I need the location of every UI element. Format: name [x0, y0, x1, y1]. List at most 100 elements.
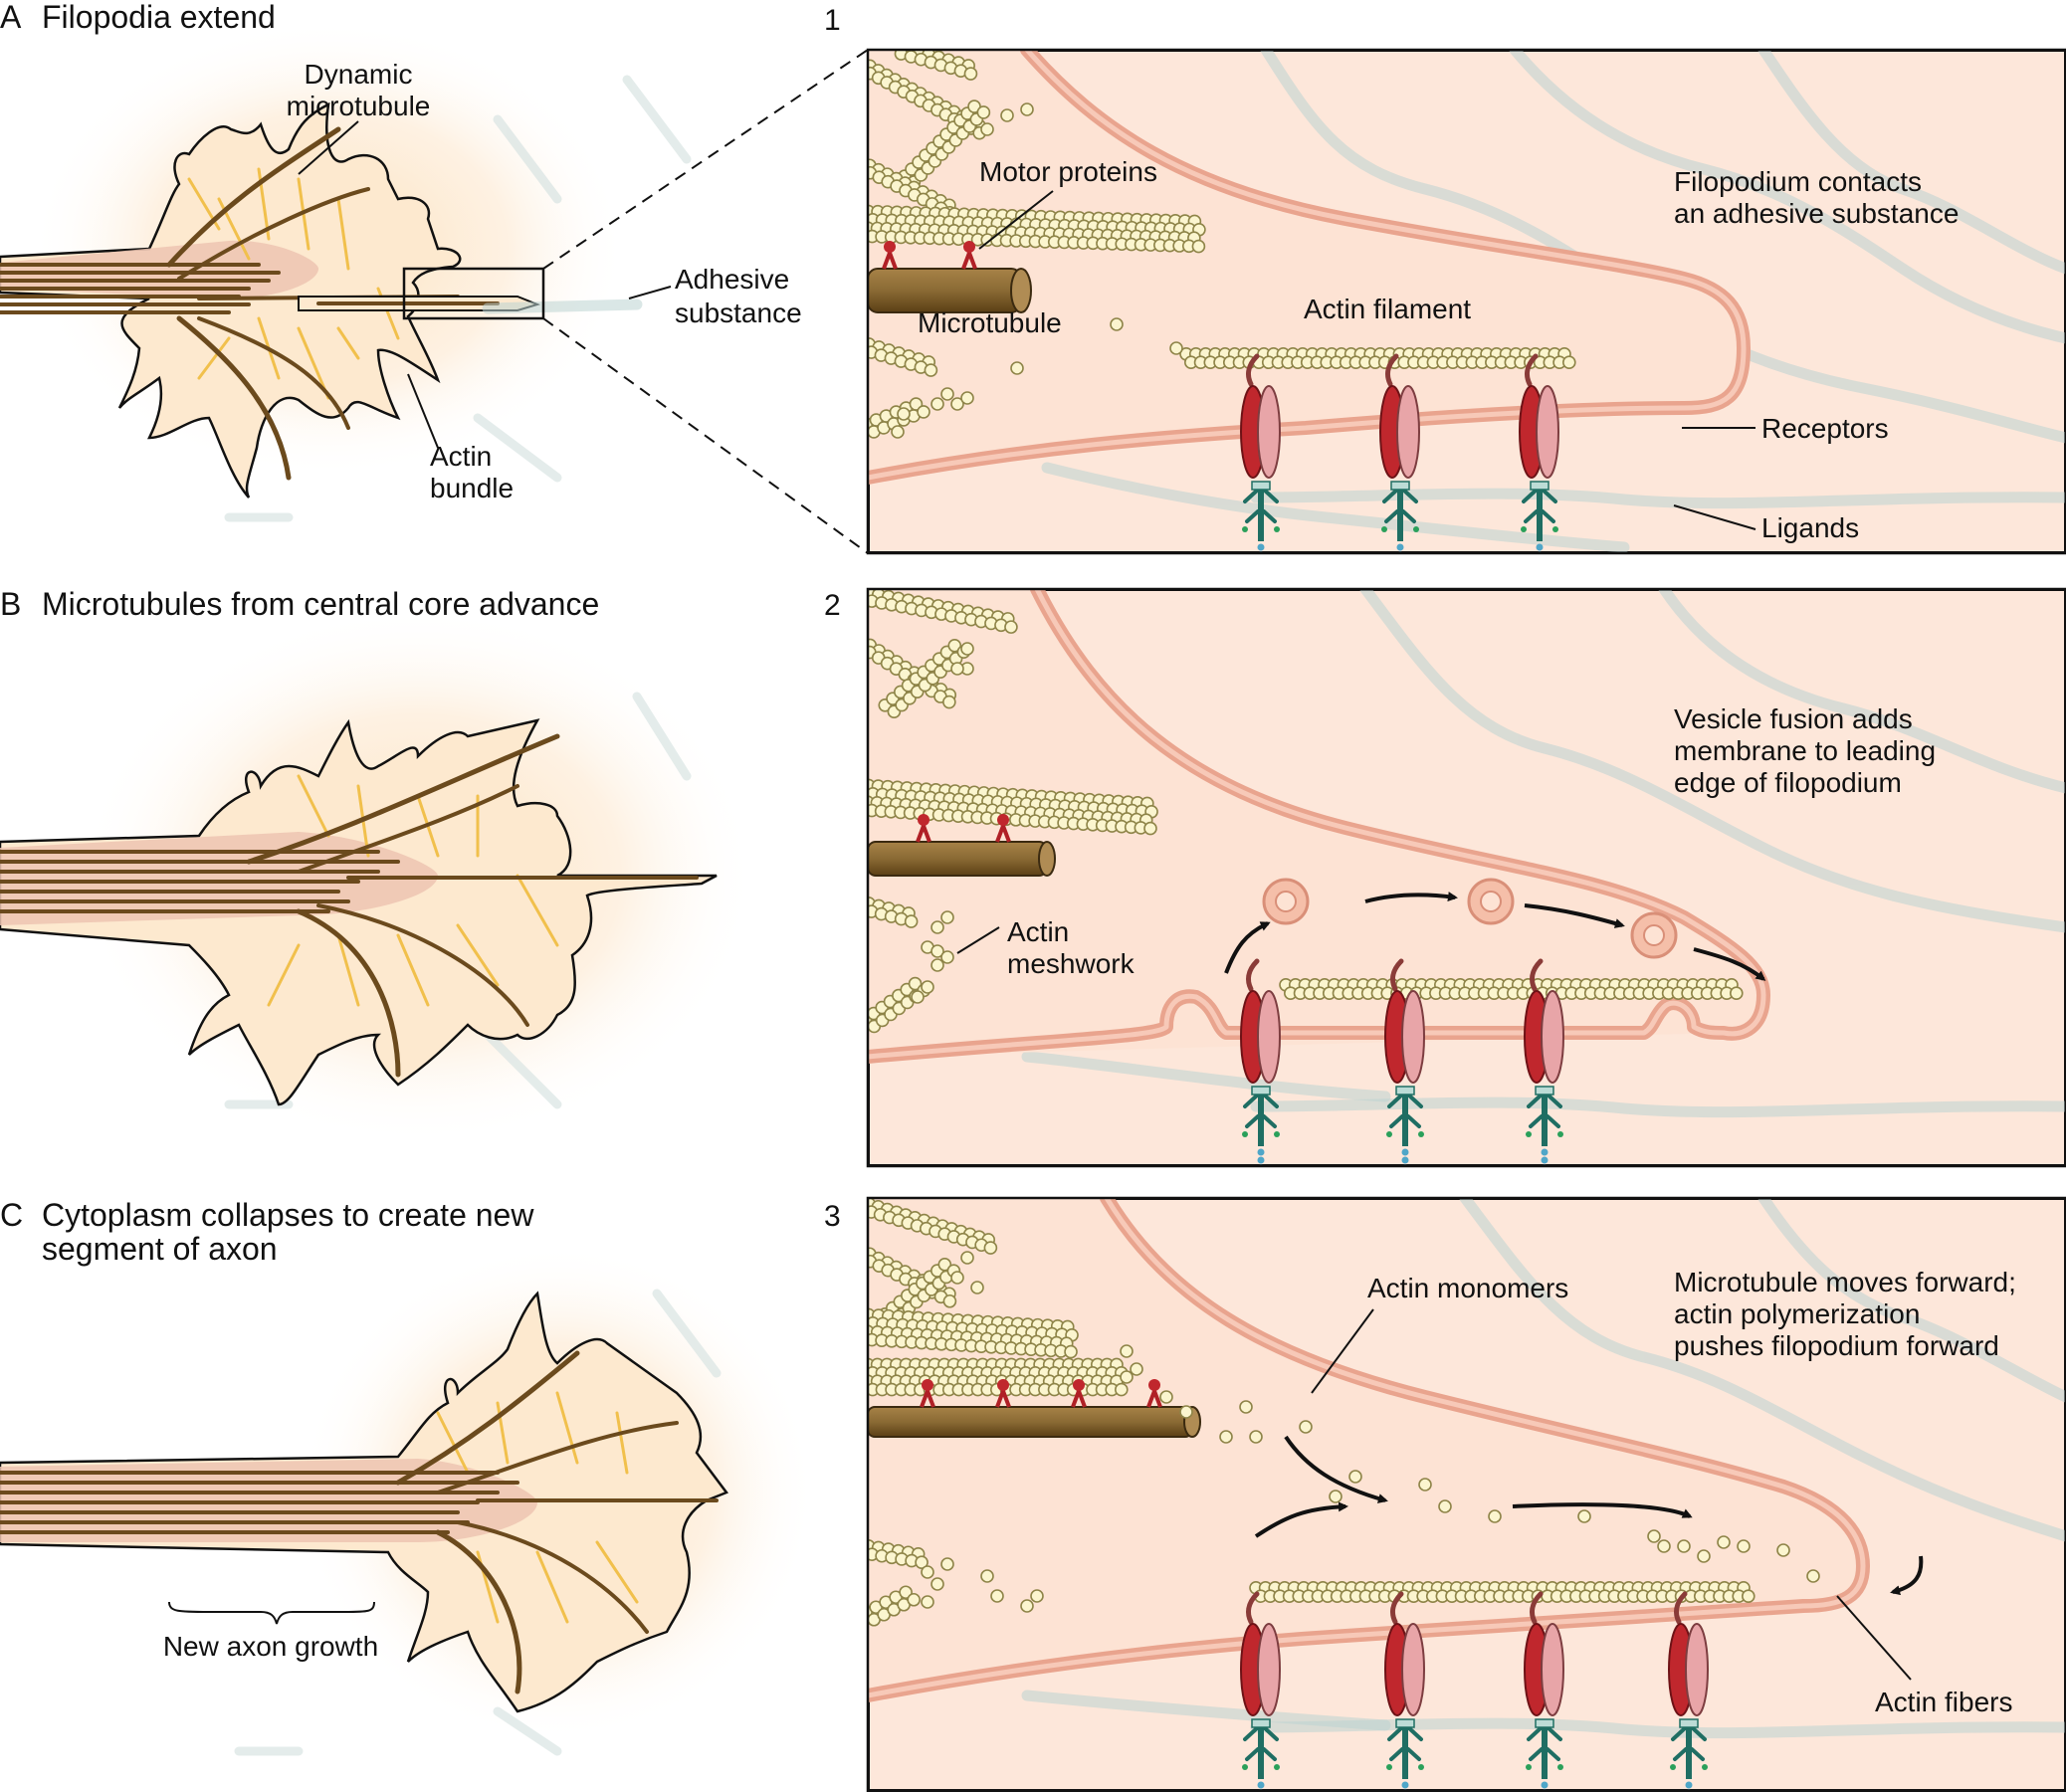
actin-bead [950, 397, 964, 411]
actin-bead [1647, 1529, 1661, 1543]
actin-bead [930, 1577, 944, 1591]
dynamic-microtubule-line1: Dynamic [305, 59, 413, 90]
actin-bead [990, 1589, 1004, 1603]
growth-cone-b [0, 607, 756, 1144]
panel-1-number: 1 [824, 4, 841, 37]
panel-2-caption-line2: membrane to leading [1674, 735, 1936, 766]
actin-bead [1697, 1549, 1711, 1563]
actin-bead [1191, 239, 1206, 254]
actin-bead [976, 105, 991, 119]
actin-bead [1717, 1535, 1731, 1549]
actin-bead [950, 662, 964, 676]
actin-bead [1729, 986, 1744, 1001]
actin-bead [1143, 821, 1157, 836]
zoom-line-top [542, 49, 869, 270]
panel-c-title-line2: segment of axon [42, 1231, 278, 1267]
actin-bead [1179, 1405, 1193, 1419]
panel-2-caption-line3: edge of filopodium [1674, 767, 1902, 798]
actin-bead [960, 642, 974, 656]
actin-bead [924, 363, 938, 377]
actin-bead [937, 1257, 952, 1272]
new-axon-growth-label: New axon growth [163, 1631, 378, 1662]
actin-bead [940, 950, 954, 964]
actin-bead [921, 980, 934, 994]
actin-bead [967, 100, 981, 113]
actin-bead [1020, 1599, 1034, 1613]
actin-bead [921, 1595, 934, 1609]
panel-3-caption-line3: pushes filopodium forward [1674, 1330, 1999, 1361]
actin-bead [911, 990, 925, 1004]
actin-bead [1120, 1344, 1134, 1358]
actin-bead [930, 397, 944, 411]
microtubule-label: Microtubule [918, 307, 1062, 338]
growth-cone-outline-b [0, 718, 718, 1106]
actin-bead [960, 391, 974, 405]
panel-2: 2 [824, 587, 2066, 1168]
panel-3-caption-line1: Microtubule moves forward; [1674, 1267, 2016, 1297]
panel-a-letter: A [0, 0, 22, 35]
panel-c-title-line1: Cytoplasm collapses to create new [42, 1197, 534, 1233]
actin-bead [897, 407, 911, 421]
actin-bead [940, 387, 954, 401]
panel-b: B Microtubules from central core advance [0, 586, 756, 1144]
actin-bead [1299, 1420, 1313, 1434]
actin-bead [970, 1281, 984, 1294]
actin-bead [1110, 317, 1124, 331]
actin-meshwork-line2: meshwork [1007, 948, 1136, 979]
panel-1: 1 M [824, 4, 2066, 555]
actin-bead [963, 67, 978, 81]
dynamic-microtubule-line2: microtubule [287, 91, 431, 121]
actin-bead [1004, 620, 1018, 634]
motor-proteins-3 [920, 1379, 1162, 1408]
receptors-label: Receptors [1761, 413, 1889, 444]
actin-bead [930, 944, 944, 958]
actin-bead [1120, 1370, 1134, 1384]
motor-proteins-1 [882, 241, 977, 270]
vesicles [1262, 878, 1678, 959]
actin-bundle-label: Actin bundle [407, 373, 514, 503]
ligands-label: Ligands [1761, 512, 1859, 543]
zoom-line-bottom [542, 317, 869, 554]
actin-bead [930, 920, 944, 934]
actin-bead [921, 1565, 934, 1579]
actin-bead [1577, 1509, 1591, 1523]
panel-2-number: 2 [824, 589, 841, 622]
actin-bead [1064, 1344, 1078, 1359]
panel-a-title: Filopodia extend [42, 0, 276, 35]
actin-bead [1329, 1490, 1343, 1503]
panel-2-caption-line1: Vesicle fusion adds [1674, 703, 1913, 734]
panel-1-caption-line1: Filopodium contacts [1674, 166, 1922, 197]
actin-bead [907, 1592, 921, 1607]
actin-bead [1010, 361, 1024, 375]
growth-cone-c [0, 1244, 816, 1756]
motor-proteins-2 [916, 814, 1011, 843]
actin-meshwork-line1: Actin [1007, 916, 1069, 947]
new-axon-bracket [168, 1601, 375, 1625]
panel-3: 3 [824, 1196, 2066, 1792]
actin-bead [1677, 1539, 1691, 1553]
actin-bead [947, 639, 962, 653]
panel-3-caption-line2: actin polymerization [1674, 1298, 1920, 1329]
actin-bead [940, 1557, 954, 1571]
actin-bead [1741, 1589, 1756, 1604]
panel-b-title: Microtubules from central core advance [42, 586, 599, 622]
actin-bead [908, 976, 923, 991]
monomer-arrows [1254, 1435, 1924, 1596]
actin-bead [1776, 1543, 1790, 1557]
actin-bead [1561, 355, 1576, 370]
actin-bead [940, 910, 954, 924]
actin-bundle-line1: Actin [430, 441, 492, 472]
actin-bead [983, 1241, 998, 1255]
actin-bead [917, 405, 930, 419]
actin-bead [1130, 1362, 1143, 1376]
actin-bead [891, 425, 905, 439]
panel-c: C Cytoplasm collapses to create new segm… [0, 1197, 816, 1756]
actin-bead [1438, 1499, 1452, 1513]
actin-beads-3 [868, 1198, 1820, 1627]
actin-bead [1020, 102, 1034, 116]
actin-bead [1030, 1589, 1044, 1603]
actin-bead [980, 1569, 994, 1583]
zoom-box [402, 267, 545, 320]
adhesive-line2: substance [675, 298, 802, 328]
